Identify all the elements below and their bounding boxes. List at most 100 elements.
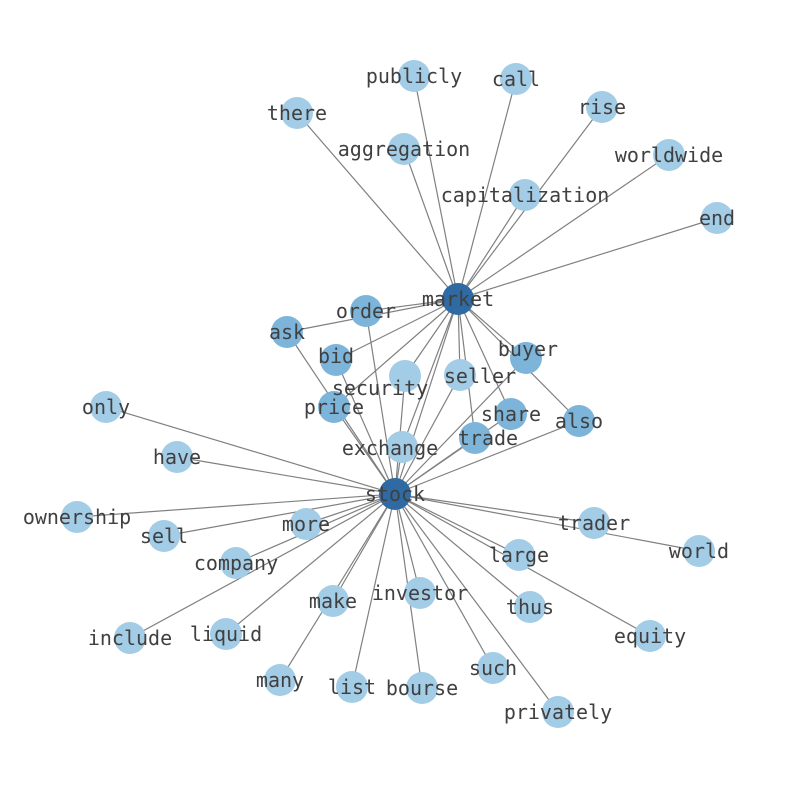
edge-market-capitalization [457, 194, 526, 300]
edge-market-end [457, 217, 718, 300]
node-label-more: more [282, 512, 330, 536]
node-end [701, 202, 733, 234]
edge-stock-trade [394, 437, 476, 495]
node-aggregation [388, 133, 420, 165]
node-label-liquid: liquid [190, 622, 262, 646]
node-label-call: call [492, 67, 540, 91]
node-price [318, 391, 350, 423]
node-investor [404, 577, 436, 609]
node-label-price: price [304, 395, 364, 419]
edge-stock-liquid [225, 493, 396, 635]
edge-stock-bid [335, 359, 396, 495]
node-seller [444, 359, 476, 391]
node-label-thus: thus [506, 595, 554, 619]
node-rise [586, 91, 618, 123]
node-sell [148, 520, 180, 552]
node-such [477, 652, 509, 684]
node-capitalization [509, 179, 541, 211]
node-label-exchange: exchange [342, 436, 438, 460]
edge-stock-include [129, 493, 396, 639]
node-label-aggregation: aggregation [338, 137, 470, 161]
node-large [503, 539, 535, 571]
node-security [389, 360, 421, 392]
edge-market-publicly [413, 75, 459, 300]
edge-market-share [457, 298, 512, 415]
node-label-make: make [309, 589, 357, 613]
edge-stock-world [394, 493, 700, 552]
node-more [290, 508, 322, 540]
node-exchange [386, 431, 418, 463]
edge-stock-privately [394, 493, 559, 713]
edge-market-worldwide [457, 154, 670, 300]
node-label-only: only [82, 395, 130, 419]
edge-stock-investor [394, 493, 421, 594]
node-label-company: company [194, 551, 278, 575]
node-label-have: have [153, 445, 201, 469]
edge-market-there [296, 112, 459, 300]
edge-stock-order [365, 310, 396, 495]
node-world [683, 535, 715, 567]
node-label-world: world [669, 539, 729, 563]
node-label-ownership: ownership [23, 505, 131, 529]
node-label-also: also [555, 409, 603, 433]
node-many [264, 664, 296, 696]
node-label-bid: bid [318, 344, 354, 368]
edge-stock-have [176, 456, 396, 495]
node-label-stock: stock [365, 482, 425, 506]
node-list [336, 671, 368, 703]
nodes-layer [61, 60, 733, 728]
edge-market-aggregation [403, 148, 459, 300]
edge-stock-make [332, 493, 396, 602]
node-privately [542, 696, 574, 728]
node-label-worldwide: worldwide [615, 143, 723, 167]
node-label-capitalization: capitalization [441, 183, 610, 207]
node-stock [379, 478, 411, 510]
edge-stock-price [333, 406, 396, 495]
edge-stock-only [105, 406, 396, 495]
edge-stock-trader [394, 493, 595, 524]
node-label-equity: equity [614, 624, 686, 648]
node-label-there: there [267, 101, 327, 125]
node-have [161, 441, 193, 473]
edge-market-price [333, 298, 459, 408]
node-ownership [61, 501, 93, 533]
edge-stock-ownership [76, 493, 396, 518]
node-call [500, 63, 532, 95]
node-label-trader: trader [558, 511, 630, 535]
edge-market-exchange [401, 298, 459, 448]
node-thus [514, 591, 546, 623]
node-market [442, 283, 474, 315]
node-trade [459, 422, 491, 454]
node-label-publicly: publicly [366, 64, 462, 88]
node-label-trade: trade [458, 426, 518, 450]
node-label-list: list [328, 675, 376, 699]
edge-stock-list [351, 493, 396, 688]
node-label-seller: seller [444, 364, 516, 388]
node-label-ask: ask [269, 320, 305, 344]
node-only [90, 391, 122, 423]
node-bid [320, 344, 352, 376]
node-worldwide [653, 139, 685, 171]
node-include [114, 622, 146, 654]
node-label-share: share [481, 402, 541, 426]
edges-layer [76, 75, 718, 713]
labels-layer: market stock there publicly call rise worldwid… [23, 64, 735, 724]
node-liquid [210, 618, 242, 650]
edge-stock-large [394, 493, 520, 556]
edge-stock-such [394, 493, 494, 669]
node-label-security: security [332, 376, 428, 400]
node-label-investor: investor [372, 581, 468, 605]
node-label-such: such [469, 656, 517, 680]
edge-stock-also [394, 420, 580, 495]
node-label-rise: rise [578, 95, 626, 119]
node-also [563, 405, 595, 437]
node-ask [271, 316, 303, 348]
edge-market-bid [335, 298, 459, 361]
edge-stock-sell [163, 493, 396, 537]
edge-stock-seller [394, 374, 461, 495]
node-bourse [406, 672, 438, 704]
node-equity [634, 620, 666, 652]
node-share [495, 398, 527, 430]
